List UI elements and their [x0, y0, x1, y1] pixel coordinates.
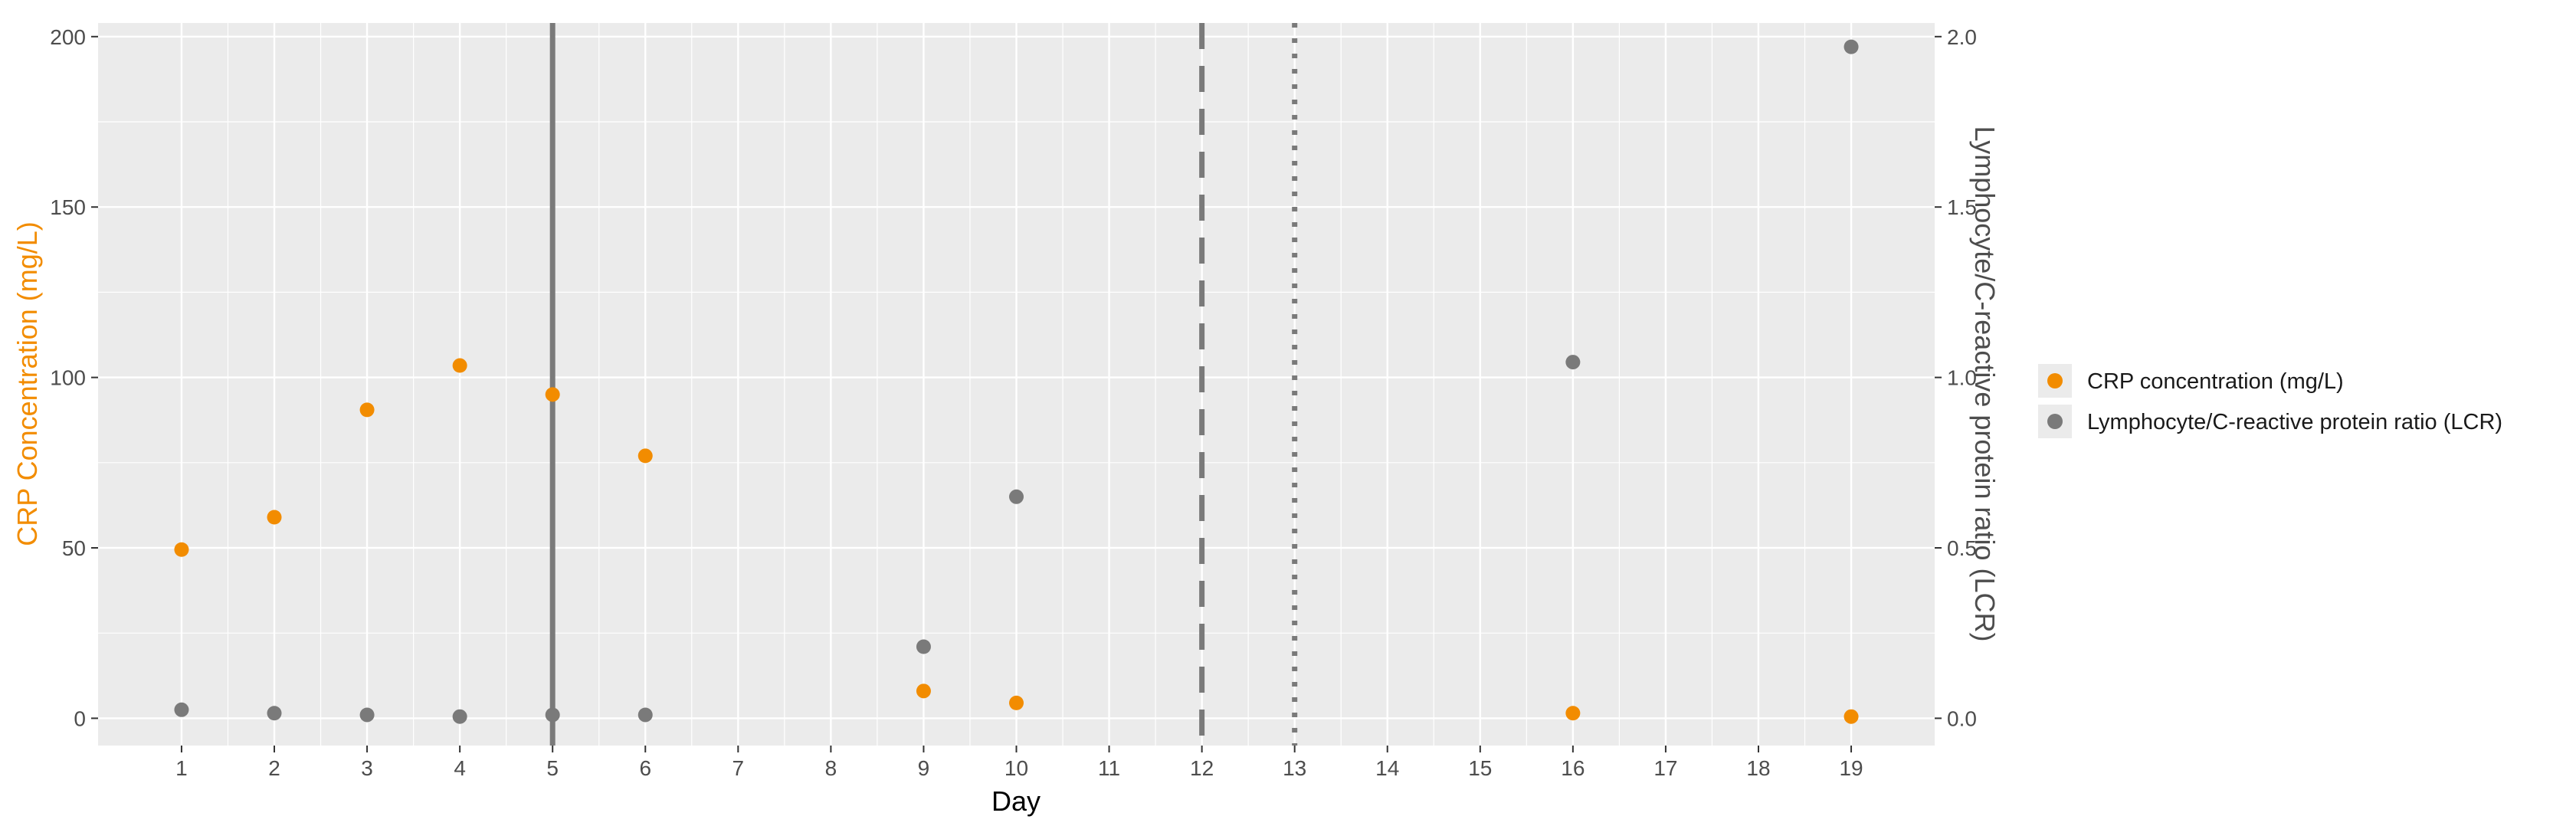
crp-point-day-16 — [1565, 706, 1581, 721]
lcr-point-day-2 — [267, 706, 282, 721]
x-tick-label: 10 — [1005, 756, 1028, 780]
y-axis-title: CRP Concentration (mg/L) — [11, 221, 43, 546]
x-tick-label: 5 — [546, 756, 559, 780]
data-points — [174, 39, 1859, 724]
x-tick-label: 4 — [454, 756, 466, 780]
reference-lines — [549, 23, 1298, 746]
lcr-point-day-5 — [545, 707, 560, 723]
x-tick-label: 6 — [639, 756, 651, 780]
x-tick-label: 8 — [825, 756, 837, 780]
x-tick-label: 1 — [175, 756, 188, 780]
x-tick-label: 9 — [918, 756, 930, 780]
x-tick-label: 18 — [1746, 756, 1770, 780]
y-axis-left: 0 50 100 150 200 — [50, 25, 98, 730]
y2-tick-label: 1.5 — [1947, 195, 1977, 219]
legend-label-lcr: Lymphocyte/C-reactive protein ratio (LCR… — [2087, 410, 2502, 434]
crp-point-day-10 — [1009, 695, 1024, 710]
y-tick-label: 200 — [50, 25, 86, 49]
y-tick-label: 150 — [50, 195, 86, 219]
y2-tick-label: 2.0 — [1947, 25, 1977, 49]
x-tick-label: 17 — [1653, 756, 1677, 780]
x-axis-title: Day — [991, 785, 1041, 817]
crp-point-day-2 — [267, 510, 282, 525]
y2-axis-title: Lymphocyte/C-reactive protein ratio (LCR… — [1969, 126, 2001, 642]
x-tick-label: 11 — [1098, 756, 1120, 780]
crp-point-day-1 — [174, 542, 189, 557]
x-axis: 1 2 3 4 5 6 7 8 9 10 11 12 13 14 15 16 17 18 19 — [175, 746, 1863, 780]
x-tick-label: 13 — [1283, 756, 1306, 780]
lcr-point-day-1 — [174, 702, 189, 717]
lcr-point-day-6 — [637, 707, 653, 723]
y2-tick-label: 0.5 — [1947, 536, 1977, 560]
crp-point-day-5 — [545, 387, 560, 402]
lcr-point-day-3 — [359, 707, 375, 723]
y-axis-right: 0.0 0.5 1.0 1.5 2.0 — [1935, 25, 1977, 730]
grid — [98, 23, 1935, 746]
x-tick-label: 15 — [1468, 756, 1492, 780]
x-tick-label: 2 — [268, 756, 280, 780]
crp-point-day-19 — [1844, 709, 1859, 724]
lcr-point-day-19 — [1844, 39, 1859, 54]
x-tick-label: 19 — [1839, 756, 1863, 780]
crp-point-day-4 — [452, 358, 467, 373]
y-tick-label: 0 — [74, 706, 86, 730]
y-tick-label: 100 — [50, 366, 86, 390]
lcr-point-day-10 — [1009, 489, 1024, 504]
legend-label-crp: CRP concentration (mg/L) — [2087, 369, 2344, 394]
x-tick-label: 3 — [361, 756, 373, 780]
y-tick-label: 50 — [62, 536, 86, 560]
lcr-point-day-4 — [452, 709, 467, 724]
legend: CRP concentration (mg/L) Lymphocyte/C-re… — [2038, 364, 2502, 438]
x-tick-label: 16 — [1561, 756, 1585, 780]
lcr-point-day-9 — [916, 639, 931, 654]
legend-marker-crp — [2047, 373, 2063, 388]
x-tick-label: 7 — [732, 756, 745, 780]
crp-point-day-6 — [637, 448, 653, 464]
y2-tick-label: 1.0 — [1947, 366, 1977, 390]
x-tick-label: 12 — [1190, 756, 1214, 780]
y2-tick-label: 0.0 — [1947, 706, 1977, 730]
legend-marker-lcr — [2047, 414, 2063, 429]
x-tick-label: 14 — [1375, 756, 1399, 780]
crp-point-day-3 — [359, 402, 375, 418]
crp-point-day-9 — [916, 683, 931, 699]
lcr-point-day-16 — [1565, 355, 1581, 370]
